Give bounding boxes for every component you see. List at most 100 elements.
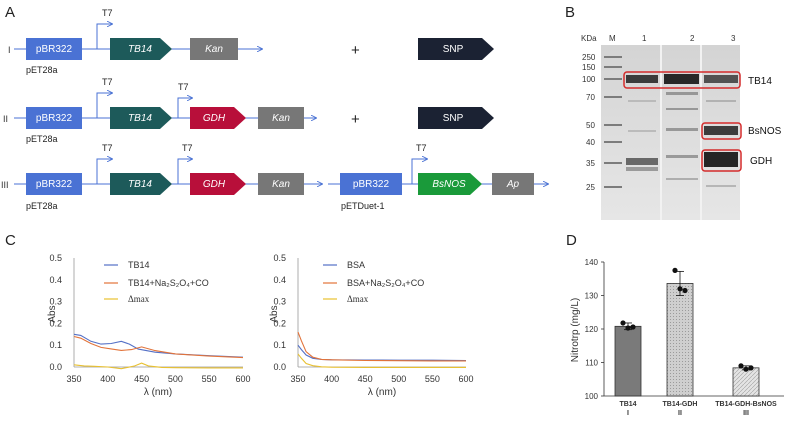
highlight-box-tb14	[623, 71, 741, 89]
c2-x-tick-4: 550	[425, 374, 440, 384]
t7-promoter-arrow-iii-a	[96, 159, 112, 184]
band-label-tb14: TB14	[748, 76, 772, 87]
gel-lane-label-2: 2	[690, 34, 695, 43]
gdh-label-iii: GDH	[203, 179, 226, 190]
ladder-band-150	[604, 66, 622, 68]
pbr322-label-ii: pBR322	[36, 113, 73, 124]
ladder-label-250: 250	[582, 53, 596, 62]
lane-1-bands	[626, 75, 658, 171]
pbr322-label-i: pBR322	[36, 44, 73, 55]
lane-1-band-tb14	[626, 75, 658, 83]
d-point-2-2	[748, 365, 754, 371]
ladder-label-100: 100	[582, 75, 596, 84]
lane-1-band-35	[626, 158, 658, 165]
c2-x-tick-2: 450	[358, 374, 373, 384]
c2-y-axis-title: Abs	[269, 305, 280, 322]
lane-1-band-33	[626, 167, 658, 171]
d-point-0-2	[630, 324, 636, 330]
t7-label-i: T7	[102, 8, 113, 18]
ladder-band-50	[604, 124, 622, 126]
c1-x-tick-4: 550	[202, 374, 217, 384]
ladder-label-150: 150	[582, 63, 596, 72]
nitrotrp-bar-chart: 100 110 120 130 140 TB14 I TB14-GDH II TB14-GDH-…	[570, 258, 784, 417]
lane-2-band-c	[666, 128, 698, 131]
ladder-label-25: 25	[586, 183, 595, 192]
kan-label-iii: Kan	[272, 179, 290, 190]
plasmid-label-iii-b: pETDuet-1	[341, 201, 385, 211]
d-y-tick-4: 140	[585, 258, 599, 267]
c1-series-line-2	[73, 362, 243, 370]
pbr322-box-i	[26, 38, 82, 60]
ladder-band-100	[604, 78, 622, 80]
t7-promoter-arrow-i	[96, 24, 112, 49]
lane-3-faint-band-2	[706, 185, 736, 187]
t7-label-ii-b: T7	[178, 82, 189, 92]
lane-2-band-a	[666, 92, 698, 95]
c1-y-tick-0: 0.0	[49, 362, 62, 372]
row-marker-i: I	[8, 45, 11, 55]
gel-lane-label-1: 1	[642, 34, 647, 43]
t7-label-iii-a: T7	[102, 143, 113, 153]
gel-unit-label: KDa	[581, 34, 597, 43]
c2-legend-label-1: BSA+Na₂S₂O₄+CO	[347, 278, 424, 288]
d-category-label-2: TB14-GDH-BsNOS	[715, 401, 777, 408]
c2-series-line-1	[297, 331, 466, 362]
snp-gene-ii	[418, 107, 494, 129]
ladder-band-25	[604, 186, 622, 188]
c1-x-tick-3: 500	[168, 374, 183, 384]
kan-gene-i	[190, 38, 238, 60]
pbr322-label-iii-b: pBR322	[353, 179, 390, 190]
construct-diagram: I pBR322 pET28a T7 TB14 Kan + SNP II pBR…	[1, 8, 548, 211]
c1-y-tick-4: 0.4	[49, 275, 62, 285]
lane-3-band-gdh	[704, 152, 738, 167]
lane-3-band-bsnos	[704, 126, 738, 135]
c1-legend-label-0: TB14	[128, 260, 150, 270]
ladder-bands	[604, 56, 622, 188]
plasmid-label-iii-a: pET28a	[26, 201, 58, 211]
gdh-label-ii: GDH	[203, 113, 226, 124]
d-category-roman-0: I	[627, 410, 629, 417]
sds-page-gel: KDa M 1 2 3 250 150 100 70 50 40 35 25	[581, 34, 782, 220]
d-category-roman-2: III	[743, 410, 749, 417]
c1-series-line-1	[73, 335, 244, 359]
ladder-band-250	[604, 56, 622, 58]
c2-y-tick-1: 0.1	[273, 340, 286, 350]
c1-legend: TB14 TB14+Na₂S₂O₄+CO Δmax	[104, 260, 209, 304]
ladder-label-35: 35	[586, 159, 595, 168]
t7-promoter-arrow-iii-b	[177, 159, 192, 184]
c2-y-tick-2: 0.2	[273, 318, 286, 328]
gel-lane-label-3: 3	[731, 34, 736, 43]
plasmid-label-ii: pET28a	[26, 134, 58, 144]
row-marker-iii: III	[1, 180, 9, 190]
tb14-label-ii: TB14	[128, 113, 152, 124]
c1-y-axis-title: Abs	[47, 305, 58, 322]
ladder-label-70: 70	[586, 93, 595, 102]
c1-x-axis-title: λ (nm)	[144, 387, 172, 398]
gdh-gene-iii	[190, 173, 246, 195]
d-point-1-2	[682, 287, 688, 294]
ladder-band-35	[604, 162, 622, 164]
d-bar-1	[666, 283, 694, 397]
c2-legend: BSA BSA+Na₂S₂O₄+CO Δmax	[323, 260, 424, 304]
c2-x-tick-5: 600	[458, 374, 473, 384]
c1-legend-label-2: Δmax	[128, 294, 150, 304]
panel-label-d: D	[566, 232, 577, 249]
c2-y-tick-5: 0.5	[273, 253, 286, 263]
lane-1-faint-band-2	[628, 130, 656, 132]
d-point-0-0	[620, 320, 626, 326]
d-point-1-1	[677, 286, 683, 292]
t7-label-iii-b: T7	[182, 143, 193, 153]
c1-x-tick-5: 600	[235, 374, 250, 384]
c2-legend-label-2: Δmax	[347, 294, 369, 304]
ap-label-iii: Ap	[506, 179, 520, 190]
plasmid-label-i: pET28a	[26, 65, 58, 75]
lane-2-bands	[664, 74, 699, 180]
panel-label-a: A	[5, 4, 15, 21]
d-point-2-0	[738, 363, 744, 369]
c2-x-tick-3: 500	[391, 374, 406, 384]
kan-label-i: Kan	[205, 44, 223, 55]
gel-marker-lane-label: M	[609, 34, 616, 43]
ladder-label-50: 50	[586, 121, 595, 130]
c1-x-tick-1: 400	[100, 374, 115, 384]
